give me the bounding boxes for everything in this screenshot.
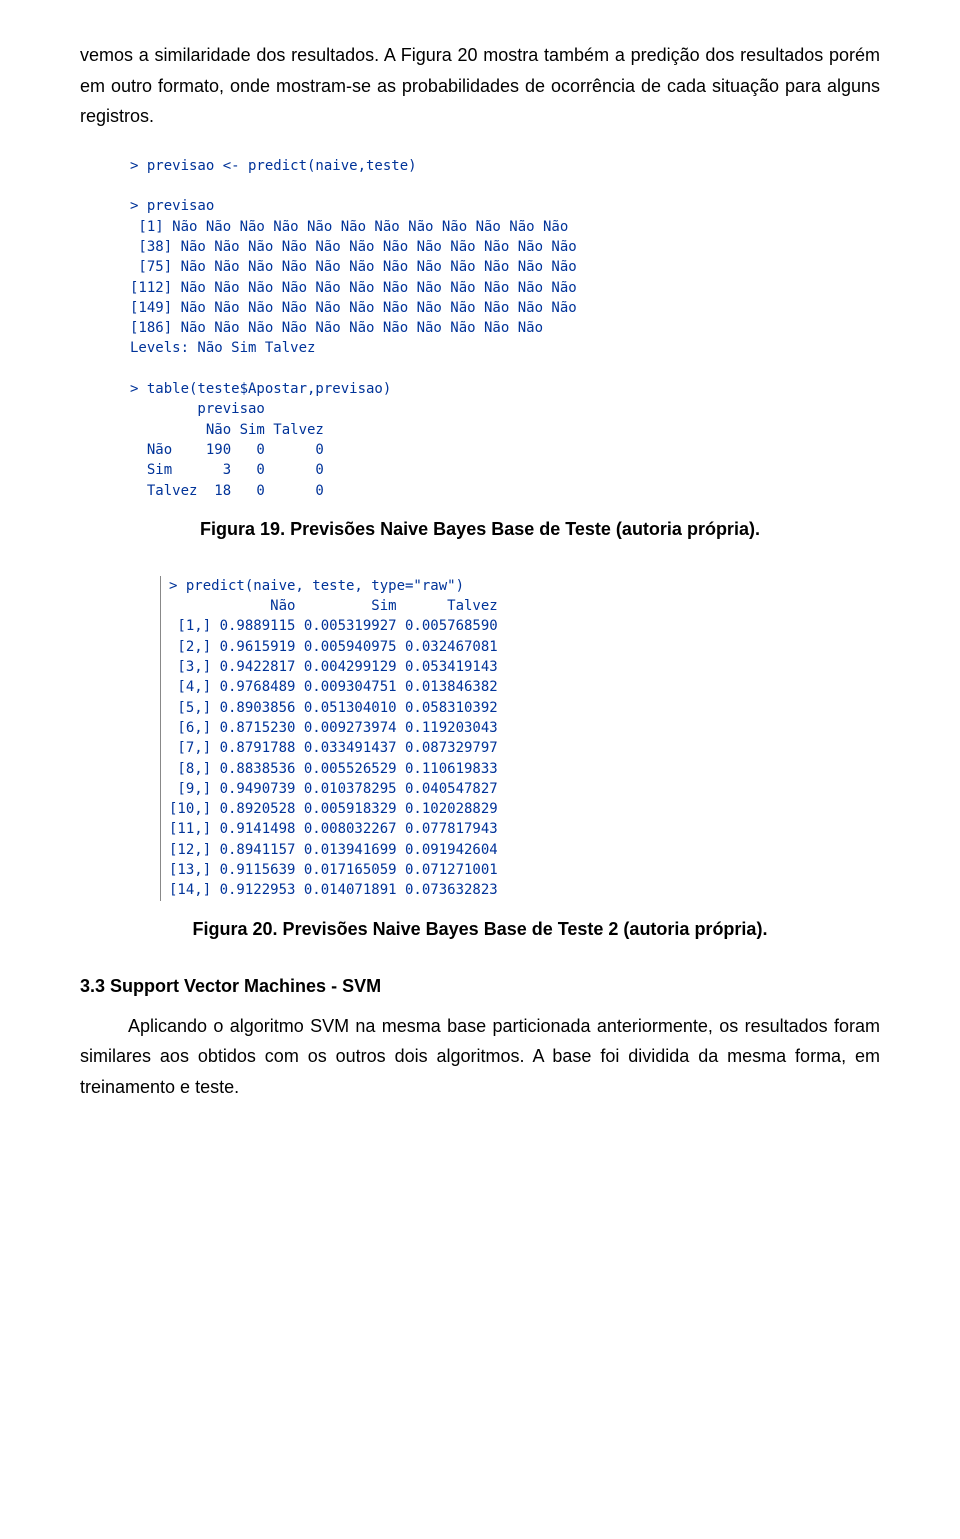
console-output-1: > previsao <- predict(naive,teste) > pre… xyxy=(130,156,880,501)
para1-text-a: vemos a similaridade dos resultados. A F… xyxy=(80,45,457,65)
paragraph-2: Aplicando o algoritmo SVM na mesma base … xyxy=(80,1011,880,1103)
section-heading-3-3: 3.3 Support Vector Machines - SVM xyxy=(80,976,880,997)
figure-caption-19: Figura 19. Previsões Naive Bayes Base de… xyxy=(80,519,880,540)
console-output-2: > predict(naive, teste, type="raw") Não … xyxy=(160,576,880,901)
page-container: vemos a similaridade dos resultados. A F… xyxy=(0,0,960,1186)
para1-figref: 20 xyxy=(457,45,477,65)
paragraph-1: vemos a similaridade dos resultados. A F… xyxy=(80,40,880,132)
figure-caption-20: Figura 20. Previsões Naive Bayes Base de… xyxy=(80,919,880,940)
